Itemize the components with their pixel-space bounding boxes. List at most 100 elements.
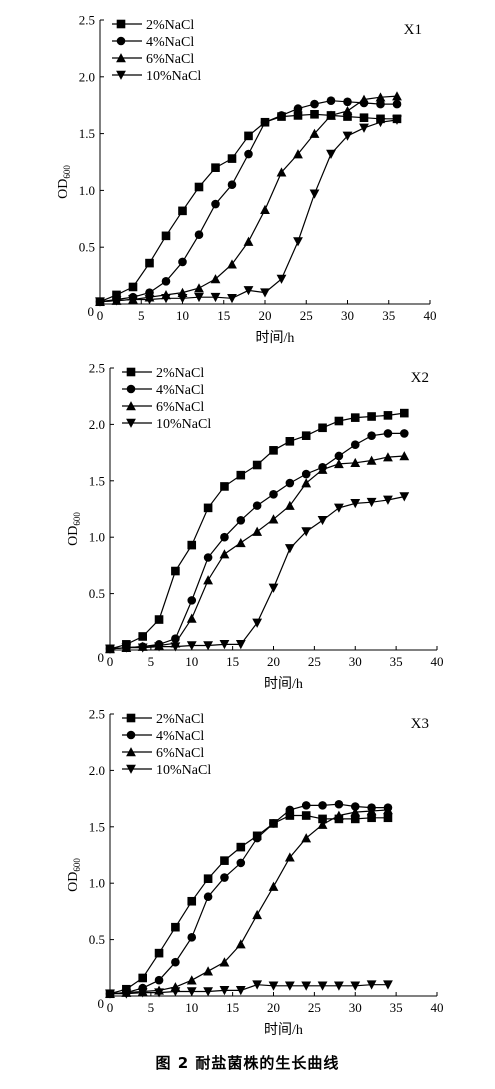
data-point	[350, 413, 360, 422]
data-point	[326, 149, 336, 159]
data-point	[121, 989, 132, 999]
panel-title: X2	[411, 370, 429, 386]
data-point	[243, 286, 254, 296]
legend-entry: 10%NaCl	[122, 417, 211, 432]
data-point	[383, 804, 393, 815]
series-4	[105, 980, 393, 999]
data-point	[359, 113, 369, 122]
chart-panel-3: 0 5 10 15 20 25 30 35 40 0 0.5 1.0 1.5 2.0 2.5 时间/h OD60…	[66, 707, 444, 1039]
data-point	[227, 294, 237, 304]
series-4	[105, 492, 410, 654]
legend-marker	[116, 19, 126, 29]
data-point	[350, 457, 361, 468]
data-point	[284, 852, 295, 862]
data-point	[334, 451, 344, 461]
data-point	[243, 236, 254, 246]
legend-label: 6%NaCl	[146, 52, 194, 67]
x-tick-label: 40	[431, 654, 444, 669]
series-line	[109, 814, 388, 995]
data-point	[366, 980, 377, 990]
data-point	[235, 986, 246, 996]
y-axis-label: OD600	[66, 512, 82, 546]
data-point	[383, 813, 393, 823]
chart-panel-2: 0 5 10 15 20 25 30 35 40 0 0.5 1.0 1.5 2.0 2.5 时间/h OD60…	[66, 361, 444, 693]
x-tick-label: 40	[424, 308, 437, 323]
data-point	[161, 276, 171, 286]
data-point	[310, 99, 319, 109]
x-axis-label: 时间/h	[264, 1022, 303, 1038]
data-point	[128, 295, 138, 305]
legend-entry: 2%NaCl	[122, 366, 204, 381]
data-point	[276, 167, 287, 177]
data-point	[252, 460, 262, 470]
data-point	[268, 981, 279, 991]
legend-label: 4%NaCl	[156, 383, 204, 398]
legend-marker	[126, 384, 136, 394]
data-point	[161, 294, 171, 304]
legend-marker	[116, 53, 126, 63]
legend-marker	[126, 764, 136, 774]
data-point	[171, 566, 180, 576]
data-point	[375, 92, 386, 102]
legend-label: 10%NaCl	[156, 763, 211, 778]
data-point	[235, 640, 246, 650]
data-point	[203, 874, 213, 883]
data-point	[301, 431, 311, 440]
data-point	[269, 490, 278, 499]
data-point	[105, 989, 115, 999]
data-point	[194, 182, 204, 192]
data-point	[343, 112, 352, 121]
legend-label: 10%NaCl	[146, 69, 201, 84]
legend-marker	[126, 747, 136, 757]
data-point	[293, 149, 303, 159]
x-tick-label: 0	[97, 308, 104, 323]
data-point	[203, 892, 213, 902]
data-point	[350, 802, 360, 811]
data-point	[383, 495, 393, 505]
data-point	[268, 881, 279, 891]
data-point	[194, 292, 204, 303]
data-point	[350, 499, 361, 509]
data-point	[145, 258, 154, 268]
legend-entry: 4%NaCl	[122, 383, 204, 398]
data-point	[285, 811, 295, 820]
data-point	[137, 988, 148, 998]
x-tick-label: 20	[267, 654, 280, 669]
data-point	[236, 858, 246, 868]
x-tick-label: 0	[107, 654, 114, 669]
data-point	[260, 204, 270, 215]
chart-panel-1: 0 5 10 15 20 25 30 35 40 0 0.5 1.0 1.5 2.0 2.5 时间/h OD60…	[56, 13, 437, 347]
x-tick-label: 20	[259, 308, 272, 323]
data-point	[154, 975, 164, 985]
legend-entry: 4%NaCl	[122, 729, 204, 744]
legend-entry: 4%NaCl	[112, 35, 194, 50]
data-point	[301, 981, 312, 991]
series-line	[99, 119, 398, 303]
data-point	[392, 99, 402, 109]
data-point	[154, 988, 164, 998]
data-point	[186, 613, 197, 623]
y-tick-label: 1.0	[89, 530, 105, 545]
legend-entry: 6%NaCl	[122, 400, 204, 415]
data-point	[252, 501, 262, 510]
data-point	[310, 109, 319, 119]
y-tick-label: 1.5	[89, 819, 105, 834]
legend-label: 10%NaCl	[156, 417, 211, 432]
legend-marker	[126, 367, 136, 377]
y-tick-label: 2.5	[89, 361, 105, 376]
data-point	[112, 290, 121, 300]
series-1	[105, 811, 393, 999]
data-point	[317, 464, 328, 474]
legend-label: 2%NaCl	[156, 366, 204, 381]
legend-entry: 10%NaCl	[112, 69, 201, 84]
legend-label: 2%NaCl	[156, 712, 204, 727]
x-tick-label: 20	[267, 1000, 280, 1015]
data-point	[342, 131, 353, 141]
figure-caption: 图 2 耐盐菌株的生长曲线	[155, 1054, 340, 1072]
data-point	[187, 596, 197, 605]
data-point	[236, 515, 246, 525]
y-tick-label: 2.0	[79, 69, 95, 84]
data-point	[383, 429, 393, 438]
series-line	[109, 809, 388, 995]
data-point	[203, 575, 213, 585]
